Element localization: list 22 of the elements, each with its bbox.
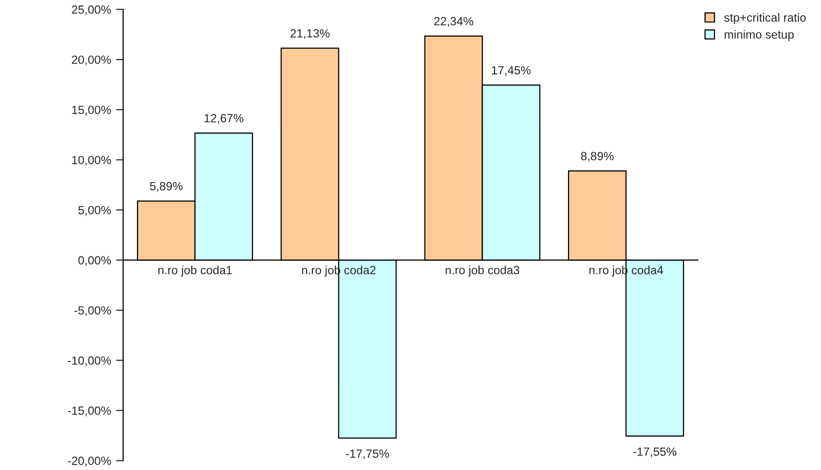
x-tick-label: n.ro job coda1 — [158, 266, 232, 277]
data-label: 8,89% — [581, 152, 614, 162]
y-tick-label: -5,00% — [74, 306, 111, 316]
data-label: -17,75% — [346, 450, 389, 460]
data-label: 21,13% — [290, 29, 330, 39]
y-tick-label: 0,00% — [78, 256, 111, 266]
y-tick-label: 5,00% — [78, 206, 111, 216]
y-tick-label: 25,00% — [72, 5, 111, 16]
data-label: 12,67% — [204, 114, 244, 124]
y-tick-label: -20,00% — [68, 456, 111, 466]
y-tick-label: 15,00% — [72, 106, 111, 116]
data-label: 22,34% — [434, 17, 474, 27]
data-label: 5,89% — [150, 182, 183, 192]
data-label: 17,45% — [492, 66, 531, 76]
y-tick-label: -15,00% — [68, 406, 111, 416]
y-tick-label: -10,00% — [68, 356, 111, 366]
legend-label: stp+critical ratio — [724, 13, 806, 24]
y-tick-label: 20,00% — [72, 56, 111, 66]
data-label: -17,55% — [633, 448, 676, 458]
x-tick-label: n.ro job coda3 — [446, 266, 520, 277]
legend-label: minimo setup — [724, 30, 794, 42]
y-tick-label: 10,00% — [72, 156, 111, 166]
